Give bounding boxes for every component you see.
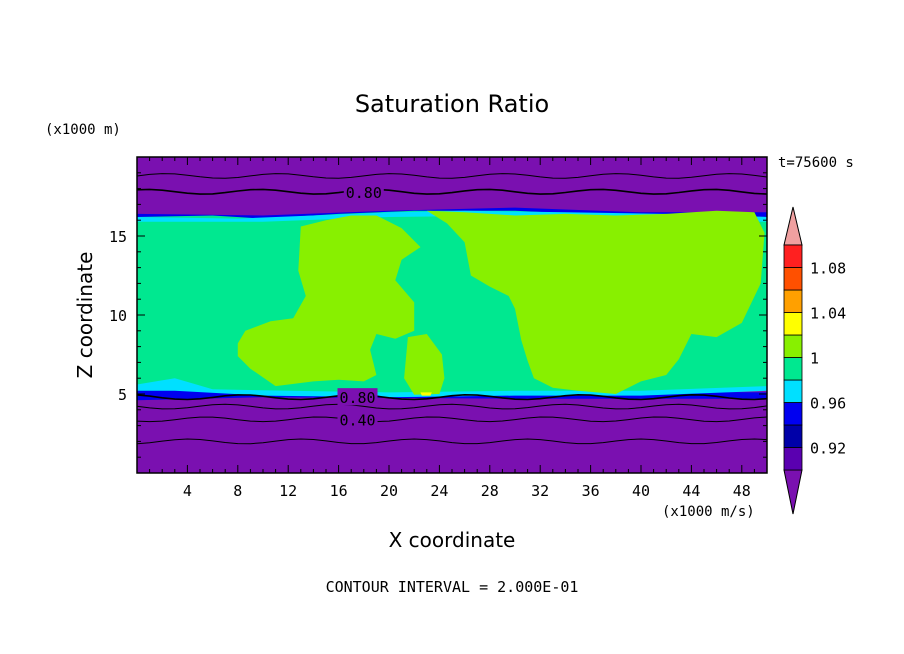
x-axis-title: X coordinate [389, 528, 516, 552]
x-tick-label: 12 [279, 482, 297, 500]
y-axis: 5 10 15 [109, 172, 767, 458]
plot-area: 0.80 0.80 0.40 [136, 156, 768, 474]
x-axis: 4 8 12 16 20 24 28 32 36 40 44 48 [149, 157, 755, 500]
supersaturated-region-center [404, 334, 445, 395]
y-unit-label: (x1000 m) [45, 122, 121, 138]
contour-label-bg [337, 410, 378, 428]
x-tick-label: 24 [430, 482, 448, 500]
colorbar-swatch [783, 244, 803, 268]
supersaturated-region-left [237, 215, 421, 387]
x-tick-label: 48 [733, 482, 751, 500]
contour-interval-footer: CONTOUR INTERVAL = 2.000E-01 [326, 578, 579, 596]
y-tick-label: 15 [109, 228, 127, 246]
contour-line [136, 416, 768, 423]
colorbar-swatch [783, 447, 803, 471]
colorbar-tick-label: 0.96 [810, 395, 846, 413]
colorbar-tick-label: 1 [810, 350, 819, 368]
y-tick-label: 5 [118, 386, 127, 404]
contour-label: 0.80 [339, 389, 375, 407]
x-tick-label: 4 [183, 482, 192, 500]
x-tick-label: 40 [632, 482, 650, 500]
contour-line [136, 438, 768, 445]
y-tick-label: 10 [109, 307, 127, 325]
x-tick-label: 32 [531, 482, 549, 500]
x-tick-label: 16 [330, 482, 348, 500]
y-axis-title: Z coordinate [73, 252, 97, 379]
colorbar-swatch [783, 312, 803, 336]
colorbar-over-arrow [783, 206, 803, 246]
colorbar-swatch [783, 424, 803, 448]
colorbar-swatch [783, 402, 803, 426]
x-tick-label: 20 [380, 482, 398, 500]
contour-lines [136, 173, 768, 445]
contour-label-bg [343, 182, 384, 200]
colorbar-swatch [783, 334, 803, 358]
x-tick-label: 28 [481, 482, 499, 500]
contour-labels: 0.80 0.80 0.40 [337, 182, 384, 429]
contour-line [136, 393, 768, 401]
colorbar-swatch [783, 267, 803, 291]
colorbar-tick-label: 1.04 [810, 305, 846, 323]
time-label: t=75600 s [778, 155, 854, 171]
colorbar-swatch [783, 289, 803, 313]
contour-label-bg [337, 388, 378, 406]
colorbar-tick-label: 0.92 [810, 440, 846, 458]
contour-fills [137, 157, 767, 473]
supersaturated-peak-speck [420, 392, 432, 396]
colorbar-tick-label: 1.08 [810, 260, 846, 278]
supersaturated-region-right [426, 210, 765, 394]
chart-title: Saturation Ratio [355, 90, 549, 118]
colorbar: 0.92 0.96 1 1.04 1.08 [783, 206, 846, 515]
contour-line [136, 173, 768, 179]
contour-line [136, 403, 768, 410]
colorbar-swatch [783, 357, 803, 381]
contour-label: 0.80 [346, 184, 382, 202]
colorbar-swatch [783, 379, 803, 403]
x-unit-label: (x1000 m/s) [662, 504, 755, 520]
x-tick-label: 8 [233, 482, 242, 500]
x-tick-label: 36 [582, 482, 600, 500]
x-tick-label: 44 [682, 482, 700, 500]
colorbar-under-arrow [783, 469, 803, 515]
contour-line [136, 188, 768, 195]
contour-label: 0.40 [339, 411, 375, 429]
